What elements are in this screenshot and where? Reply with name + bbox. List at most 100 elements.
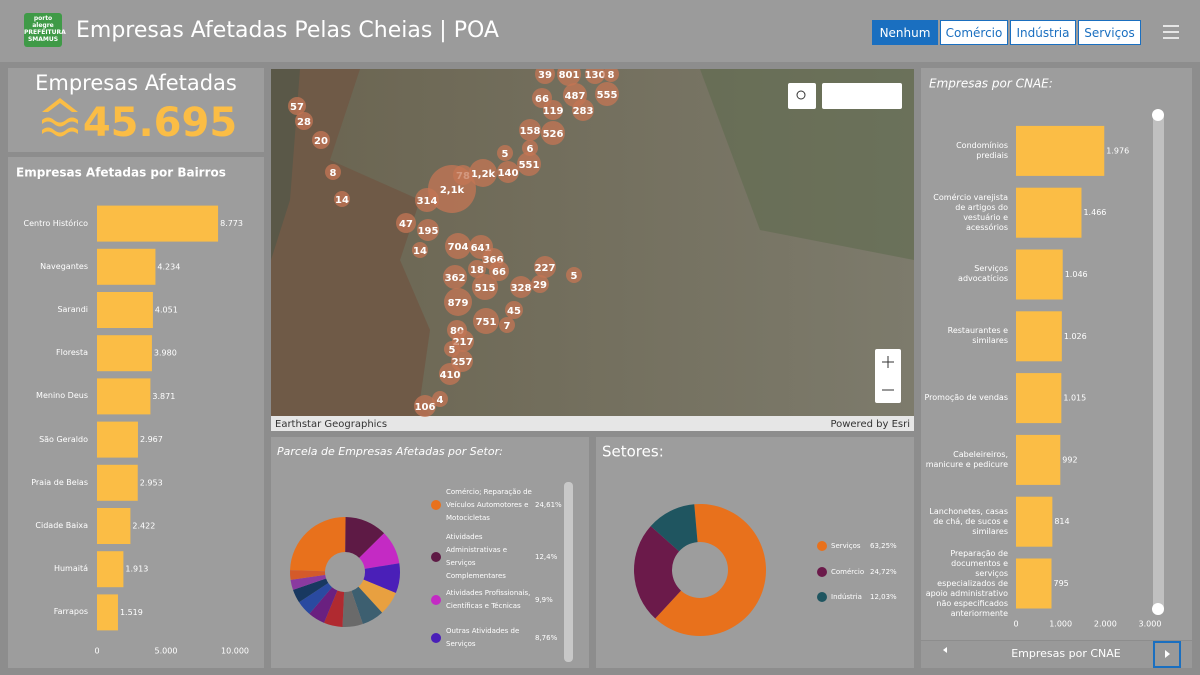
cluster-label: 8 — [330, 168, 337, 179]
legend-value: 8,76% — [535, 634, 558, 642]
bar — [97, 378, 151, 415]
cluster — [443, 265, 467, 289]
cluster — [445, 233, 471, 259]
x-tick-label: 3.000 — [1139, 620, 1162, 629]
legend-value: 63,25% — [870, 542, 897, 550]
legend-label: Outras Atividades de Serviços — [446, 627, 520, 648]
cluster-label: 45 — [507, 306, 521, 317]
legend-label: Serviços — [831, 541, 861, 550]
cluster-label: 227 — [535, 263, 556, 274]
category-label: Preparação de documentos e serviços espe… — [925, 548, 1008, 618]
cluster-label: 487 — [565, 91, 586, 102]
menu-icon[interactable] — [1162, 24, 1180, 40]
value-label: 2.422 — [132, 522, 155, 531]
cluster — [415, 188, 439, 212]
cluster-label: 66 — [535, 94, 549, 105]
legend-value: 12,4% — [535, 553, 558, 561]
cluster-label: 5 — [449, 345, 456, 356]
cluster — [585, 69, 605, 84]
prev-arrow[interactable] — [943, 647, 947, 653]
cluster — [444, 288, 472, 316]
cluster — [510, 276, 532, 298]
island — [271, 69, 300, 260]
cluster-label: 328 — [511, 283, 532, 294]
cluster-label: 66 — [492, 267, 506, 278]
map[interactable]: Earthstar Geographics Powered by Esri 39… — [271, 62, 914, 431]
bar — [97, 421, 138, 458]
cluster-label: 2,1k — [440, 185, 465, 196]
x-tick-label: 1.000 — [1049, 620, 1072, 629]
legend-value: 24,61% — [535, 501, 562, 509]
slice — [655, 504, 767, 636]
next-button[interactable] — [1153, 641, 1181, 668]
cluster-label: 283 — [573, 106, 594, 117]
cnae-footer — [921, 641, 1192, 668]
scrollbar[interactable] — [564, 482, 573, 662]
attribution-bar — [271, 416, 914, 431]
cluster — [334, 191, 350, 207]
legend-value: 9,9% — [535, 596, 553, 604]
bar — [97, 464, 138, 501]
bar — [97, 508, 131, 544]
attribution: Earthstar Geographics — [275, 419, 387, 430]
cluster — [517, 152, 541, 176]
bar — [97, 594, 118, 631]
x-tick-label: 2.000 — [1094, 620, 1117, 629]
bar — [1016, 125, 1105, 176]
kpi-panel — [8, 68, 264, 152]
legend-label: Comércio — [831, 567, 865, 576]
cluster — [497, 145, 513, 161]
search-button[interactable] — [788, 83, 816, 109]
logo-text: SMAMUS — [27, 36, 59, 43]
scrollbar[interactable] — [1153, 110, 1164, 615]
chart-title: Setores: — [602, 443, 664, 461]
x-tick-label: 0 — [1013, 620, 1018, 629]
cluster — [497, 161, 519, 183]
cluster — [603, 69, 619, 82]
scroll-handle[interactable] — [1152, 603, 1164, 615]
cluster-label: 47 — [399, 219, 413, 230]
cluster — [469, 159, 497, 187]
slice — [363, 563, 400, 593]
value-label: 2.953 — [140, 478, 163, 487]
next-arrow[interactable] — [1165, 650, 1170, 658]
value-label: 1.913 — [125, 565, 148, 574]
filter-button[interactable]: Comércio — [940, 20, 1008, 45]
category-label: Serviços advocatícios — [958, 264, 1008, 284]
cluster-label: 362 — [445, 273, 466, 284]
cluster — [432, 391, 448, 407]
value-label: 1.026 — [1064, 332, 1087, 341]
cluster-label: 106 — [415, 402, 436, 413]
cluster — [572, 99, 594, 121]
map-tools[interactable] — [822, 83, 902, 109]
category-label: Comércio varejista de artigos do vestuár… — [933, 192, 1008, 232]
cluster-label: 704 — [448, 242, 469, 253]
filter-button[interactable]: Nenhum — [872, 20, 938, 45]
zoom-controls[interactable] — [875, 349, 901, 403]
category-label: Cidade Baixa — [35, 520, 88, 530]
value-label: 2.967 — [140, 435, 163, 444]
value-label: 1.015 — [1063, 394, 1086, 403]
scroll-handle[interactable] — [1152, 109, 1164, 121]
river — [271, 69, 440, 431]
category-label: Cabeleireiros, manicure e pedicure — [925, 449, 1008, 469]
cluster-label: 14 — [413, 246, 427, 257]
cluster-label: 7 — [504, 321, 511, 332]
filter-button[interactable]: Serviços — [1078, 20, 1141, 45]
cluster-label: 28 — [297, 117, 311, 128]
cluster-label: 4 — [437, 395, 444, 406]
category-label: Lanchonetes, casas de chá, de sucos e si… — [929, 506, 1008, 536]
filter-button[interactable]: Indústria — [1010, 20, 1076, 45]
cluster-label: 879 — [448, 298, 469, 309]
cluster — [557, 69, 581, 86]
legend-value: 12,03% — [870, 593, 897, 601]
page-title: Empresas Afetadas Pelas Cheias | POA — [76, 18, 499, 43]
bar — [97, 248, 156, 285]
cluster — [499, 317, 515, 333]
legend-swatch — [817, 567, 827, 577]
legend-swatch — [431, 633, 441, 643]
slice — [650, 504, 698, 552]
value-label: 1.046 — [1065, 270, 1088, 279]
slice — [359, 533, 400, 569]
bar — [97, 335, 152, 372]
